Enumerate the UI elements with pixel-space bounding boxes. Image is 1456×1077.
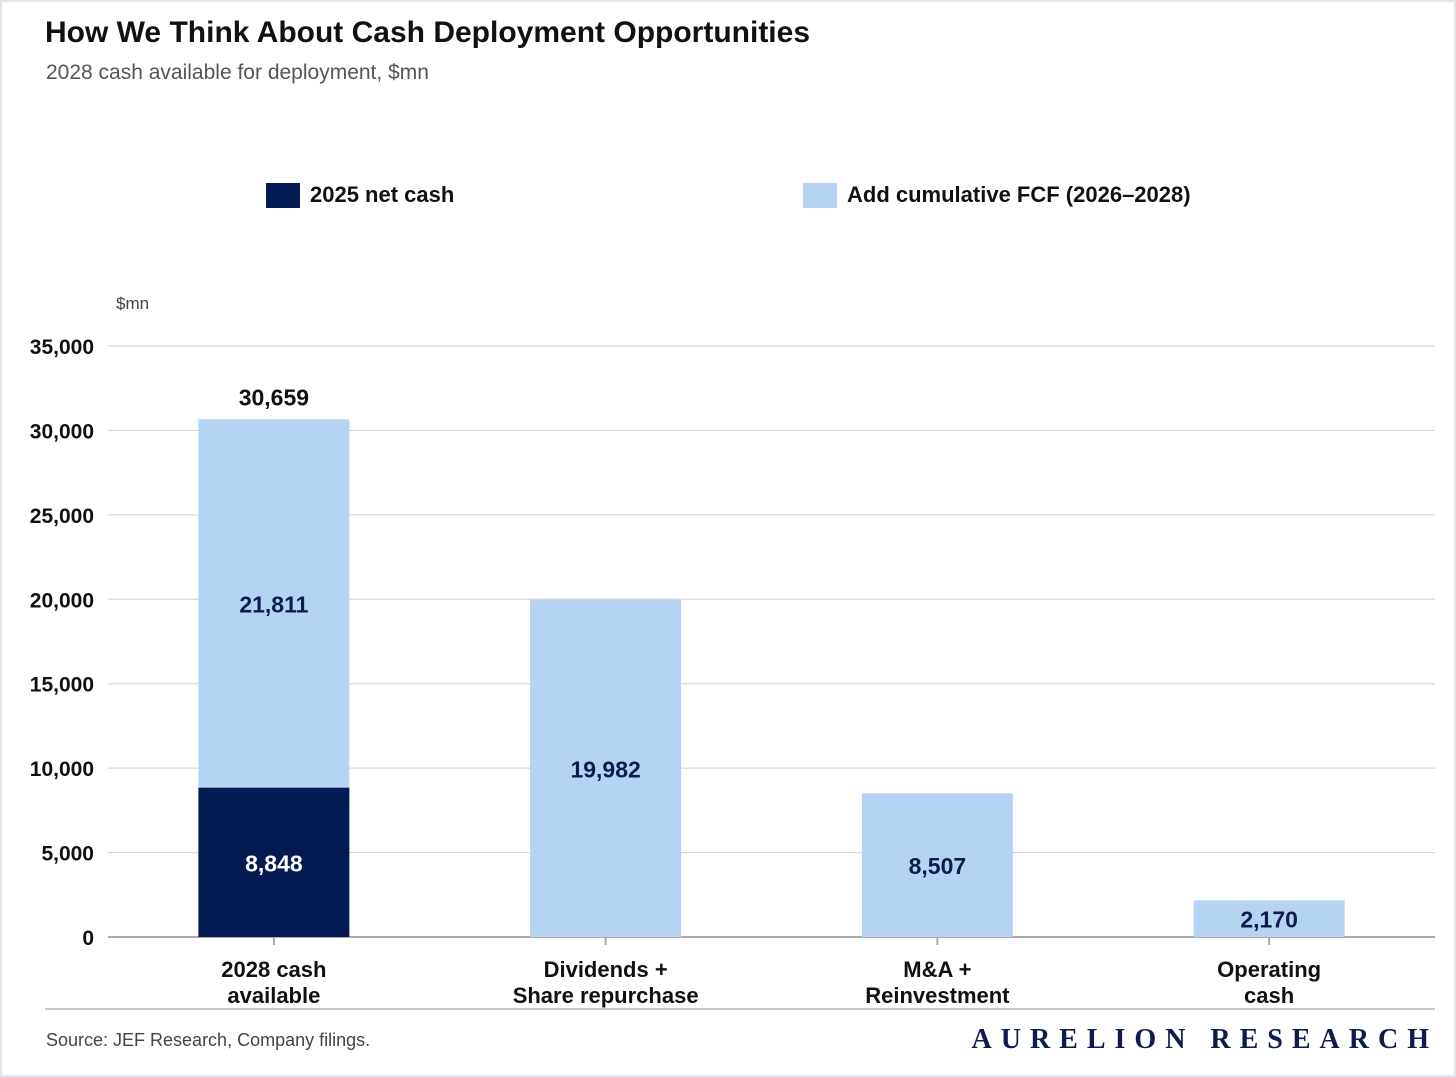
legend-item-fcf: Add cumulative FCF (2026–2028)	[803, 182, 1191, 208]
y-tick-label: 10,000	[30, 758, 94, 781]
x-tick-label: M&A +	[903, 957, 971, 982]
bar-segment	[198, 419, 350, 788]
y-tick-label: 20,000	[30, 589, 94, 612]
y-tick-label: 0	[82, 927, 94, 950]
data-label: 19,982	[570, 756, 640, 782]
x-tick-label: cash	[1244, 983, 1294, 1008]
brand-logo: AURELION RESEARCH	[971, 1024, 1438, 1055]
x-tick-label: 2028 cash	[221, 957, 326, 982]
legend-item-net-cash: 2025 net cash	[266, 182, 454, 208]
y-tick-label: 30,000	[30, 420, 94, 443]
y-tick-label: 5,000	[41, 843, 94, 866]
chart-title: How We Think About Cash Deployment Oppor…	[45, 16, 811, 49]
y-tick-label: 25,000	[30, 505, 94, 528]
bar-segment	[198, 787, 350, 937]
x-tick-label: Share repurchase	[513, 983, 699, 1008]
total-label: 30,659	[239, 384, 309, 410]
y-tick-label: 35,000	[30, 336, 94, 359]
bar-segment	[861, 793, 1013, 937]
x-tick-label: Reinvestment	[865, 983, 1010, 1008]
data-label: 21,811	[239, 591, 308, 617]
legend-swatch-fcf	[803, 182, 837, 208]
y-axis-unit: $mn	[116, 294, 150, 313]
legend-swatch-net-cash	[266, 182, 300, 208]
data-label: 8,848	[245, 850, 303, 876]
bar-segment	[1193, 900, 1345, 937]
bar-segment	[530, 599, 682, 937]
y-tick-label: 15,000	[30, 674, 94, 697]
data-label: 8,507	[909, 853, 967, 879]
legend-label: 2025 net cash	[310, 182, 455, 207]
x-tick-label: available	[227, 983, 320, 1008]
legend-label: Add cumulative FCF (2026–2028)	[847, 182, 1191, 207]
data-label: 2,170	[1240, 907, 1298, 933]
x-tick-label: Dividends +	[544, 957, 668, 982]
x-tick-label: Operating	[1217, 957, 1321, 982]
chart-subtitle: 2028 cash available for deployment, $mn	[46, 61, 429, 84]
source-note: Source: JEF Research, Company filings.	[46, 1030, 371, 1050]
footer-divider	[45, 1008, 1435, 1010]
